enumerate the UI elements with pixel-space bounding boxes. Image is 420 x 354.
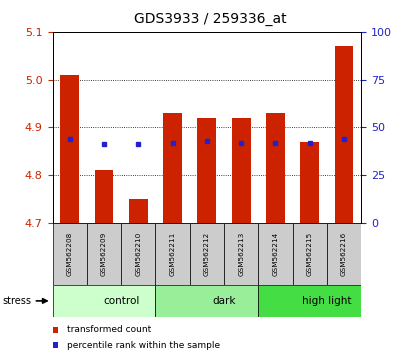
Bar — [52, 223, 87, 285]
Bar — [87, 223, 121, 285]
Text: GSM562216: GSM562216 — [341, 232, 347, 276]
Bar — [266, 113, 285, 223]
Text: GSM562208: GSM562208 — [67, 232, 73, 276]
Text: transformed count: transformed count — [67, 325, 152, 335]
Bar — [232, 118, 251, 223]
Bar — [190, 223, 224, 285]
Bar — [121, 223, 155, 285]
Bar — [335, 46, 354, 223]
Bar — [94, 171, 113, 223]
Text: GSM562215: GSM562215 — [307, 232, 313, 276]
Text: GSM562214: GSM562214 — [273, 232, 278, 276]
Bar — [163, 113, 182, 223]
Bar — [155, 223, 190, 285]
Text: dark: dark — [212, 296, 236, 306]
Bar — [293, 223, 327, 285]
Text: percentile rank within the sample: percentile rank within the sample — [67, 341, 220, 350]
Text: GSM562212: GSM562212 — [204, 232, 210, 276]
Text: control: control — [103, 296, 139, 306]
Bar — [224, 223, 258, 285]
Text: GSM562213: GSM562213 — [238, 232, 244, 276]
Text: stress: stress — [2, 296, 31, 306]
Text: GSM562209: GSM562209 — [101, 232, 107, 276]
Bar — [60, 75, 79, 223]
Bar — [197, 118, 216, 223]
Text: GDS3933 / 259336_at: GDS3933 / 259336_at — [134, 12, 286, 27]
Text: GSM562210: GSM562210 — [135, 232, 141, 276]
Bar — [327, 223, 361, 285]
Bar — [129, 199, 148, 223]
Bar — [258, 285, 361, 317]
Bar — [52, 285, 155, 317]
Bar — [258, 223, 293, 285]
Text: high light: high light — [302, 296, 352, 306]
Text: GSM562211: GSM562211 — [170, 232, 176, 276]
Bar — [155, 285, 258, 317]
Bar — [300, 142, 319, 223]
